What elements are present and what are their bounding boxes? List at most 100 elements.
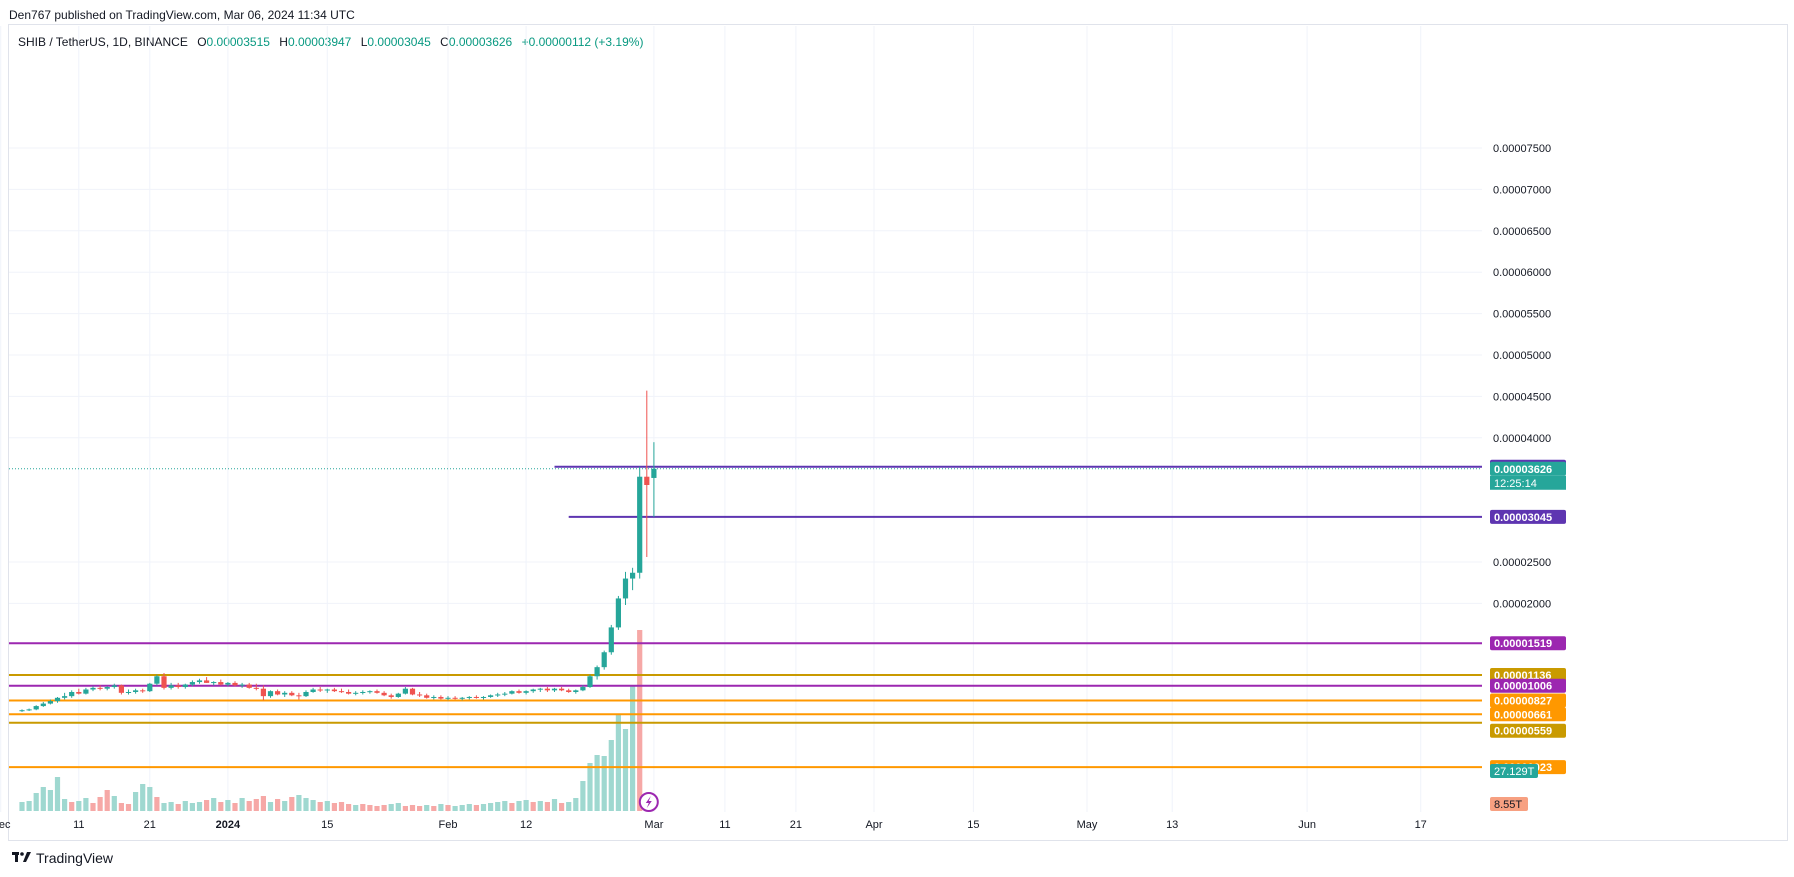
candle-body: [331, 689, 337, 692]
volume-bar: [26, 801, 32, 811]
candle-body: [40, 703, 46, 707]
close-value: 0.00003626: [448, 35, 513, 49]
price-badge[interactable]: [1490, 461, 1566, 476]
lightning-glyph: [645, 796, 652, 808]
volume-bar: [267, 802, 274, 811]
candle-body: [104, 687, 110, 689]
candle-body: [353, 692, 359, 694]
volume-bar: [587, 763, 593, 811]
candle-body: [204, 680, 210, 683]
y-tick-label: 0.00007000: [1493, 184, 1551, 196]
candle-body: [76, 691, 82, 694]
candle-body: [523, 691, 529, 693]
volume-bar: [580, 781, 586, 811]
price-badge-label: 0.00000827: [1494, 696, 1552, 708]
candle-body: [232, 682, 238, 686]
candle-body: [594, 667, 600, 677]
y-tick-label: 0.00004000: [1493, 433, 1551, 445]
price-badge[interactable]: [1490, 693, 1566, 708]
volume-bar: [630, 685, 636, 811]
symbol-label[interactable]: SHIB / TetherUS, 1D, BINANCE: [18, 35, 188, 49]
x-tick-label: 21: [790, 819, 802, 831]
volume-bar: [211, 798, 217, 811]
candle-body: [296, 695, 302, 697]
countdown-label: 12:25:14: [1494, 478, 1537, 490]
volume-bar: [367, 805, 373, 811]
price-badge-label: 0.00001519: [1494, 638, 1552, 650]
x-tick-label: 13: [1166, 819, 1178, 831]
volume-bar: [573, 798, 579, 811]
price-badge[interactable]: [1490, 509, 1566, 524]
candle-body: [367, 691, 373, 693]
volume-bar: [303, 798, 309, 811]
x-tick-label: Apr: [865, 819, 882, 831]
price-badge-label: 0.00000661: [1494, 709, 1552, 721]
price-badge-label: 0.00001006: [1494, 681, 1552, 693]
price-badge[interactable]: [1490, 707, 1566, 722]
candle-body: [537, 688, 543, 690]
volume-bar: [516, 801, 522, 811]
candle-body: [196, 680, 203, 683]
volume-bar: [310, 800, 316, 811]
x-tick-label: Mar: [644, 819, 663, 831]
volume-bar: [502, 801, 508, 811]
volume-bar: [381, 805, 387, 811]
candle-body: [516, 691, 522, 693]
volume-bar: [282, 801, 288, 811]
high-label: H: [279, 35, 288, 49]
candle-body: [502, 693, 508, 695]
volume-badge: [1490, 764, 1538, 778]
candle-body: [253, 687, 259, 689]
candle-body: [182, 684, 188, 688]
candle-body: [189, 682, 195, 685]
volume-bar: [594, 755, 600, 811]
volume-bar: [417, 806, 423, 811]
candle-body: [260, 688, 266, 697]
x-tick-label: 21: [144, 819, 156, 831]
y-tick-label: 0.00002500: [1493, 557, 1551, 569]
candle-body: [310, 689, 316, 692]
volume-bar: [452, 806, 458, 811]
volume-bar: [182, 801, 188, 811]
volume-bar: [530, 802, 536, 811]
price-badge[interactable]: [1490, 667, 1566, 682]
candle-body: [409, 688, 416, 695]
close-label: C: [440, 35, 449, 49]
low-label: L: [360, 35, 368, 49]
candle-body: [417, 694, 423, 696]
volume-bar: [218, 802, 224, 811]
candle-body: [480, 696, 487, 698]
candle-body: [118, 685, 124, 693]
candle-body: [459, 697, 465, 699]
candle-body: [125, 691, 132, 693]
candle-body: [424, 695, 430, 698]
candle-body: [239, 684, 245, 686]
volume-bar: [204, 800, 210, 811]
volume-bar: [175, 804, 181, 811]
candle-body: [473, 696, 479, 698]
volume-bar: [438, 804, 444, 811]
candle-body: [324, 689, 330, 691]
x-tick-label: Jun: [1298, 819, 1316, 831]
volume-bar: [537, 801, 543, 811]
price-badge[interactable]: [1490, 678, 1566, 693]
candle-body: [431, 696, 437, 698]
candle-body: [338, 691, 345, 693]
price-badge[interactable]: [1490, 636, 1566, 651]
candle-body: [225, 682, 231, 685]
volume-bar: [566, 802, 572, 811]
volume-bar: [54, 777, 61, 811]
volume-bar: [523, 800, 529, 811]
x-tick-label: 15: [967, 819, 979, 831]
published-caption: Den767 published on TradingView.com, Mar…: [9, 8, 355, 22]
candle-body: [438, 696, 444, 699]
candle-body: [573, 690, 579, 692]
volume-bar: [275, 799, 281, 811]
candle-body: [47, 701, 53, 704]
price-badge[interactable]: [1490, 723, 1566, 738]
tradingview-footer[interactable]: TradingView: [12, 850, 113, 866]
volume-bar: [360, 804, 366, 811]
volume-bar: [246, 801, 252, 811]
candle-body: [147, 683, 153, 692]
